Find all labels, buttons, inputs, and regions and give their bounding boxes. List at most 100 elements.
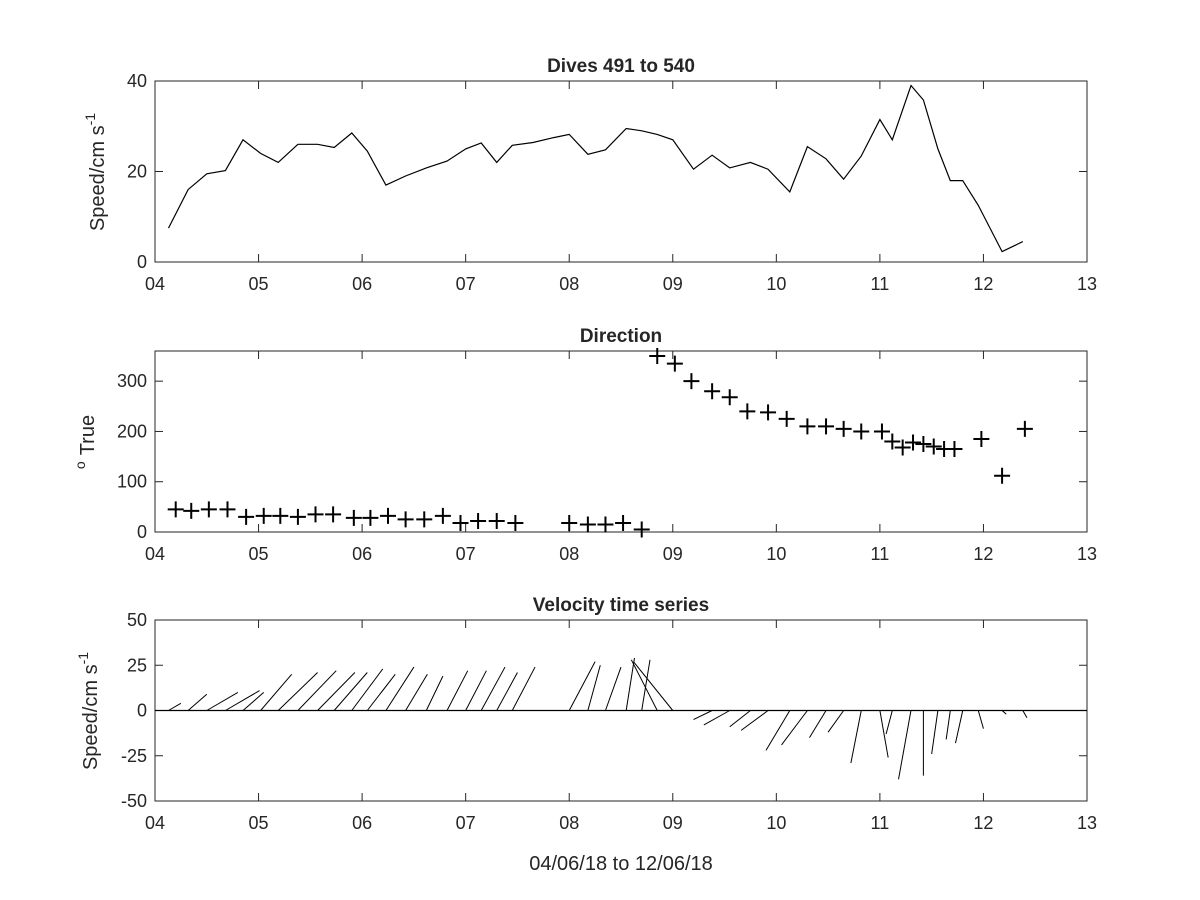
y-tick-label: 0 xyxy=(137,522,147,542)
direction-point xyxy=(452,514,469,531)
x-tick-label: 09 xyxy=(663,544,683,564)
velocity-stick xyxy=(931,710,939,755)
velocity-stick xyxy=(1001,710,1007,715)
velocity-stick xyxy=(446,670,469,711)
x-tick-label: 13 xyxy=(1077,274,1097,294)
direction-point xyxy=(255,507,272,524)
speed-panel: 04 05 06 07 08 09 10 11 12 13 0 20 40 Dives 491 to … xyxy=(82,56,1097,294)
y-tick-label: 0 xyxy=(137,252,147,272)
direction-point xyxy=(200,501,217,518)
direction-point xyxy=(818,418,835,435)
velocity-stick xyxy=(366,673,396,711)
direction-y-ticks: 0 100 200 300 xyxy=(117,371,1087,542)
direction-point xyxy=(973,430,990,447)
velocity-x-label: 04/06/18 to 12/06/18 xyxy=(529,853,713,875)
direction-point xyxy=(994,467,1011,484)
direction-point xyxy=(925,438,942,455)
speed-x-ticks: 04 05 06 07 08 09 10 11 12 13 xyxy=(145,81,1097,294)
direction-point xyxy=(1016,420,1033,437)
y-tick-label: 200 xyxy=(117,421,147,441)
direction-point xyxy=(362,509,379,526)
x-tick-label: 10 xyxy=(766,544,786,564)
direction-point xyxy=(397,511,414,528)
direction-point xyxy=(507,514,524,531)
velocity-stick xyxy=(945,710,951,740)
x-tick-label: 10 xyxy=(766,274,786,294)
direction-panel: 04 05 06 07 08 09 10 11 12 13 0 100 200 300 Directio… xyxy=(72,326,1097,564)
y-tick-label: 40 xyxy=(127,71,147,91)
speed-y-label-text: Speed/cm s xyxy=(87,125,109,231)
direction-point xyxy=(739,403,756,420)
x-tick-label: 08 xyxy=(559,544,579,564)
x-tick-label: 05 xyxy=(249,813,269,833)
direction-point xyxy=(307,506,324,523)
direction-point xyxy=(597,516,614,533)
x-tick-label: 04 xyxy=(145,544,165,564)
velocity-stick xyxy=(587,665,601,711)
x-tick-label: 12 xyxy=(973,813,993,833)
direction-point xyxy=(183,502,200,519)
direction-point xyxy=(289,508,306,525)
velocity-stick xyxy=(351,668,384,711)
velocity-stick xyxy=(809,710,827,738)
y-tick-label: 300 xyxy=(117,371,147,391)
velocity-stick xyxy=(333,672,368,711)
velocity-stick xyxy=(405,674,428,711)
velocity-stick xyxy=(693,710,713,720)
direction-point xyxy=(799,418,816,435)
direction-y-label: o True xyxy=(72,415,99,469)
speed-series xyxy=(167,84,1024,253)
direction-point xyxy=(615,514,632,531)
direction-point xyxy=(470,512,487,529)
velocity-panel: 04 05 06 07 08 09 10 11 12 13 50 25 0 -25 -50 Velocit… xyxy=(75,595,1097,875)
x-tick-label: 08 xyxy=(559,274,579,294)
x-tick-label: 09 xyxy=(663,274,683,294)
direction-point xyxy=(853,423,870,440)
velocity-stick xyxy=(885,710,893,735)
direction-point xyxy=(325,506,342,523)
x-tick-label: 06 xyxy=(352,544,372,564)
velocity-stick xyxy=(954,710,964,744)
velocity-stick xyxy=(850,710,862,764)
y-tick-label: 100 xyxy=(117,472,147,492)
velocity-stick xyxy=(898,710,912,780)
direction-point xyxy=(915,436,932,453)
direction-point xyxy=(905,434,922,451)
direction-point xyxy=(704,383,721,400)
velocity-stick xyxy=(729,710,751,728)
velocity-stick xyxy=(297,670,337,711)
velocity-stick xyxy=(765,710,791,751)
direction-point xyxy=(760,404,777,421)
velocity-stick xyxy=(260,673,293,711)
velocity-stick xyxy=(385,666,415,711)
direction-point xyxy=(683,373,700,390)
velocity-stick xyxy=(168,702,182,711)
direction-y-label-sup: o xyxy=(72,461,88,469)
direction-series xyxy=(167,348,1033,538)
direction-point xyxy=(579,516,596,533)
velocity-stick xyxy=(242,692,265,711)
direction-point xyxy=(946,441,963,458)
velocity-stick xyxy=(568,661,596,711)
direction-point xyxy=(561,514,578,531)
x-tick-label: 09 xyxy=(663,813,683,833)
velocity-stick xyxy=(1022,710,1028,718)
direction-point xyxy=(272,507,289,524)
direction-point xyxy=(721,389,738,406)
velocity-stick xyxy=(187,693,208,711)
direction-point xyxy=(873,423,890,440)
x-tick-label: 06 xyxy=(352,813,372,833)
x-tick-label: 04 xyxy=(145,813,165,833)
direction-point xyxy=(434,507,451,524)
velocity-stick xyxy=(225,690,260,711)
speed-line xyxy=(167,84,1024,253)
x-tick-label: 04 xyxy=(145,274,165,294)
direction-plot-area xyxy=(154,350,1088,533)
velocity-stick xyxy=(425,675,444,711)
y-tick-label: 50 xyxy=(127,610,147,630)
velocity-stick xyxy=(277,672,318,711)
direction-point xyxy=(894,439,911,456)
velocity-stick xyxy=(827,710,845,733)
velocity-stick xyxy=(206,691,239,711)
